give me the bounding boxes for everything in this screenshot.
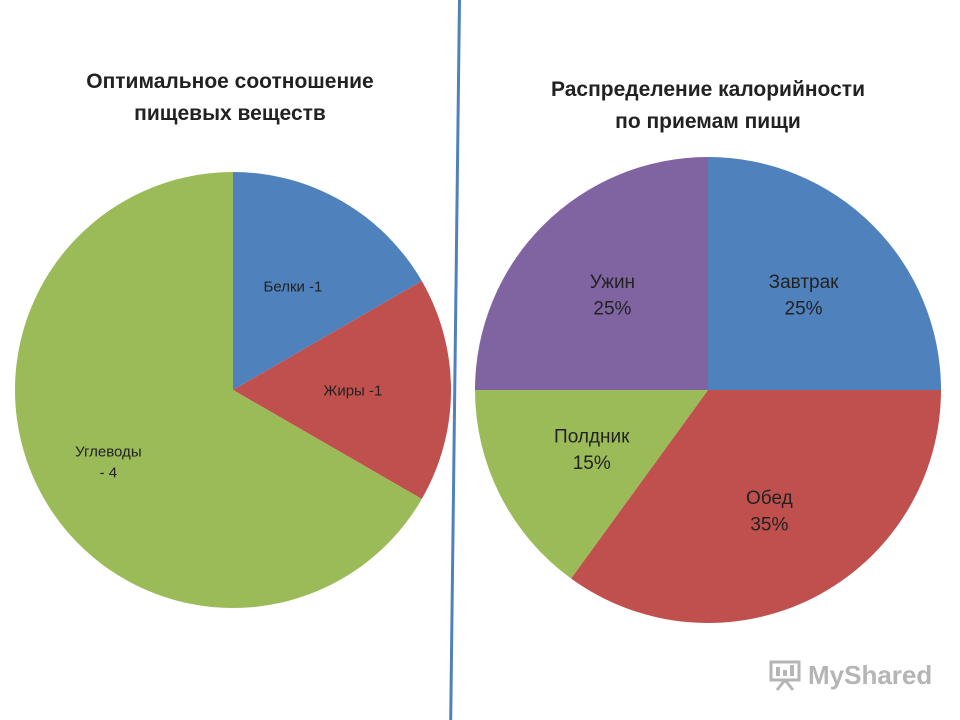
pie-1-slice-1: [571, 390, 941, 624]
pie-0-slice-2: [14, 172, 422, 608]
pie-0-slice-label-0: Белки -1: [264, 278, 323, 295]
presentation-board-icon: [769, 660, 801, 691]
pie-1-slice-label-2: Полдник 15%: [554, 427, 630, 475]
pie-0-slice-0: [233, 172, 422, 390]
watermark-text: MyShared: [808, 659, 933, 690]
pie-0-slice-label-1: Жиры -1: [323, 382, 382, 399]
pie-1-slice-label-0: Завтрак 25%: [769, 272, 840, 320]
pie-0-slice-1: [233, 281, 452, 499]
chart-title-calories: Распределение калорийности по приемам пи…: [551, 78, 865, 133]
watermark: MyShared: [768, 655, 932, 695]
chart-title-nutrients: Оптимальное соотношение пищевых веществ: [86, 70, 374, 125]
pie-1-slice-2: [475, 390, 708, 579]
pie-1-slice-label-1: Обед 35%: [746, 488, 793, 536]
pie-1-slice-3: [475, 157, 708, 390]
pie-0-slice-label-2: Углеводы - 4: [75, 444, 141, 482]
pie-1-slice-0: [708, 157, 941, 390]
pie-1-slice-label-3: Ужин 25%: [590, 272, 635, 320]
